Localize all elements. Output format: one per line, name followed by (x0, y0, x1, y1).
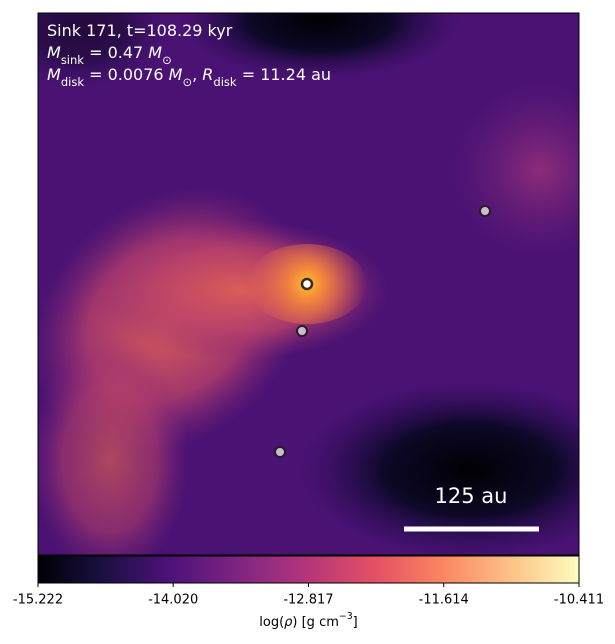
text-part: M (148, 43, 162, 62)
colorbar-tick-label: -15.222 (13, 593, 63, 608)
colorbar-label: log(ρ) [g cm−3] (259, 611, 358, 630)
frame (37, 12, 580, 556)
text-part: log( (259, 615, 284, 630)
text-part: −3 (339, 611, 353, 622)
colorbar-tick-label: -10.411 (554, 593, 604, 608)
text-part: = 0.0076 (84, 65, 169, 84)
colorbar (37, 555, 580, 584)
annotation: Sink 171, t=108.29 kyr (47, 21, 233, 40)
text-part: Sink 171, t=108.29 kyr (47, 21, 233, 40)
text-part: , (192, 65, 202, 84)
colorbar-tick-label: -12.817 (283, 593, 333, 608)
annotation: Msink = 0.47 M⊙ (47, 43, 172, 67)
text-part: M (47, 65, 61, 84)
annotation: Mdisk = 0.0076 M⊙, Rdisk = 11.24 au (47, 65, 331, 89)
text-part: disk (61, 75, 85, 89)
text-part: M (169, 65, 183, 84)
text-part: ⊙ (182, 75, 192, 89)
text-part: = 0.47 (84, 43, 148, 62)
scale-bar-label: 125 au (435, 484, 508, 508)
sink (296, 325, 308, 337)
text-part: ρ (284, 615, 293, 630)
sink (479, 205, 491, 217)
sink (274, 446, 286, 458)
text-part: ⊙ (162, 53, 172, 67)
text-part: = 11.24 au (237, 65, 331, 84)
colorbar-tick-label: -14.020 (148, 593, 198, 608)
text-part: M (47, 43, 61, 62)
text-part: ) [g cm (292, 615, 338, 630)
text-part: sink (61, 53, 84, 67)
colorbar-tick-label: -11.614 (419, 593, 469, 608)
text-part: disk (213, 75, 237, 89)
sink-markers (274, 205, 491, 458)
text-part: R (202, 65, 213, 84)
sink (300, 277, 314, 291)
text-part: ] (353, 615, 358, 630)
density-image (38, 13, 579, 555)
